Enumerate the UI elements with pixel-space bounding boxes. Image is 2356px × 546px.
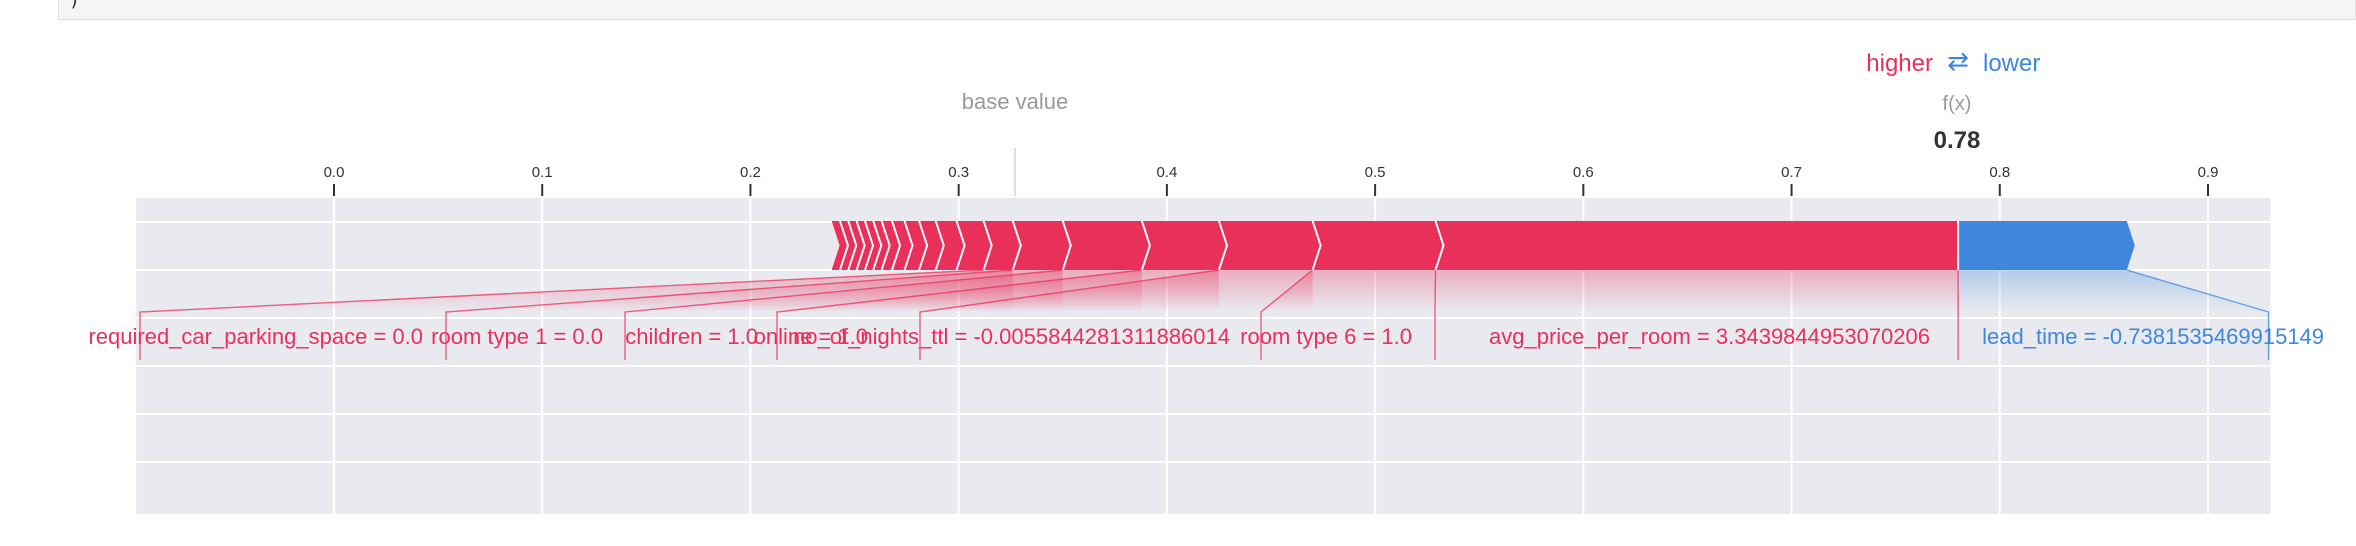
legend-lower: lower	[1983, 50, 2040, 77]
chevron-separator-9	[934, 220, 945, 271]
chevron-separator-6	[1011, 220, 1022, 271]
chart-header: higher ⇄ lower base value f(x) 0.78	[962, 46, 2041, 154]
tick-label-0: 0.0	[324, 164, 345, 181]
force-bar-positive-10	[904, 221, 928, 270]
connector-line-positive-6	[139, 269, 984, 360]
tick-label-3: 0.3	[948, 164, 969, 181]
chevron-separator-2	[1311, 220, 1322, 271]
chevron-separator-5	[1061, 220, 1072, 271]
feature-label-positive-1: room type 6 = 1.0	[1240, 324, 1412, 349]
tick-label-4: 0.4	[1156, 164, 1177, 181]
chevron-separator-16	[855, 220, 866, 271]
tick-label-6: 0.6	[1573, 164, 1594, 181]
force-bars	[831, 220, 2135, 271]
force-bar-positive-4	[1062, 221, 1150, 270]
chevron-separator-13	[880, 220, 891, 271]
force-bar-positive-6	[983, 221, 1021, 270]
tick-label-9: 0.9	[2198, 164, 2219, 181]
force-bar-negative-0	[1958, 221, 2135, 270]
axis-ticks: 0.0 0.1 0.2 0.3 0.4 0.5 0.6 0.7 0.8 0.9	[324, 148, 2219, 196]
tick-label-5: 0.5	[1365, 164, 1386, 181]
tick-label-7: 0.7	[1781, 164, 1802, 181]
connector-fill-negative-0	[1958, 270, 2269, 312]
force-bar-positive-1	[1312, 221, 1444, 270]
chevron-separator-15	[864, 220, 875, 271]
feature-label-positive-6: required_car_parking_space = 0.0	[88, 324, 423, 349]
feature-label-positive-2: no_of_nights_ttl = -0.005584428131188601…	[793, 324, 1230, 349]
chevron-separator-12	[891, 220, 902, 271]
chevron-separator-11	[903, 220, 914, 271]
chevron-separator-4	[1140, 220, 1151, 271]
fx-value: 0.78	[1934, 127, 1981, 154]
chevron-separator-10	[918, 220, 929, 271]
tick-label-8: 0.8	[1989, 164, 2010, 181]
legend-arrow-icon: ⇄	[1947, 46, 1969, 76]
tick-label-1: 0.1	[532, 164, 553, 181]
force-bar-positive-0	[1435, 221, 1959, 270]
feature-label-positive-5: room type 1 = 0.0	[431, 324, 603, 349]
chevron-separator-1	[1434, 220, 1445, 271]
force-bar-positive-2	[1218, 221, 1321, 270]
connector-fill-positive-0	[1435, 270, 1959, 312]
feature-label-positive-4: children = 1.0	[625, 324, 758, 349]
legend-higher: higher	[1866, 50, 1933, 77]
chevron-separator-8	[955, 220, 966, 271]
force-bar-positive-9	[919, 221, 944, 270]
chevron-separator-3	[1217, 220, 1228, 271]
force-bar-positive-8	[935, 221, 965, 270]
force-bar-positive-3	[1141, 221, 1227, 270]
base-value-label: base value	[962, 89, 1068, 114]
tick-label-2: 0.2	[740, 164, 761, 181]
connector-line-negative-0	[2126, 269, 2270, 360]
chevron-separator-17	[847, 220, 858, 271]
force-bar-positive-5	[1012, 221, 1071, 270]
feature-label-positive-0: avg_price_per_room = 3.3439844953070206	[1489, 324, 1930, 349]
feature-labels: avg_price_per_room = 3.3439844953070206 r…	[88, 324, 2324, 349]
force-bar-positive-11	[892, 221, 913, 270]
fx-label: f(x)	[1943, 93, 1972, 115]
chevron-separator-7	[982, 220, 993, 271]
grid	[136, 198, 2271, 514]
chevron-separator-18	[839, 220, 850, 271]
closing-paren: )	[69, 0, 80, 11]
chevron-separator-14	[872, 220, 883, 271]
feature-label-positive-3: online = 1.0	[754, 324, 868, 349]
feature-label-negative-0: lead_time = -0.7381535469915149	[1982, 324, 2324, 349]
force-bar-positive-7	[956, 221, 992, 270]
label-connectors	[139, 269, 2270, 360]
